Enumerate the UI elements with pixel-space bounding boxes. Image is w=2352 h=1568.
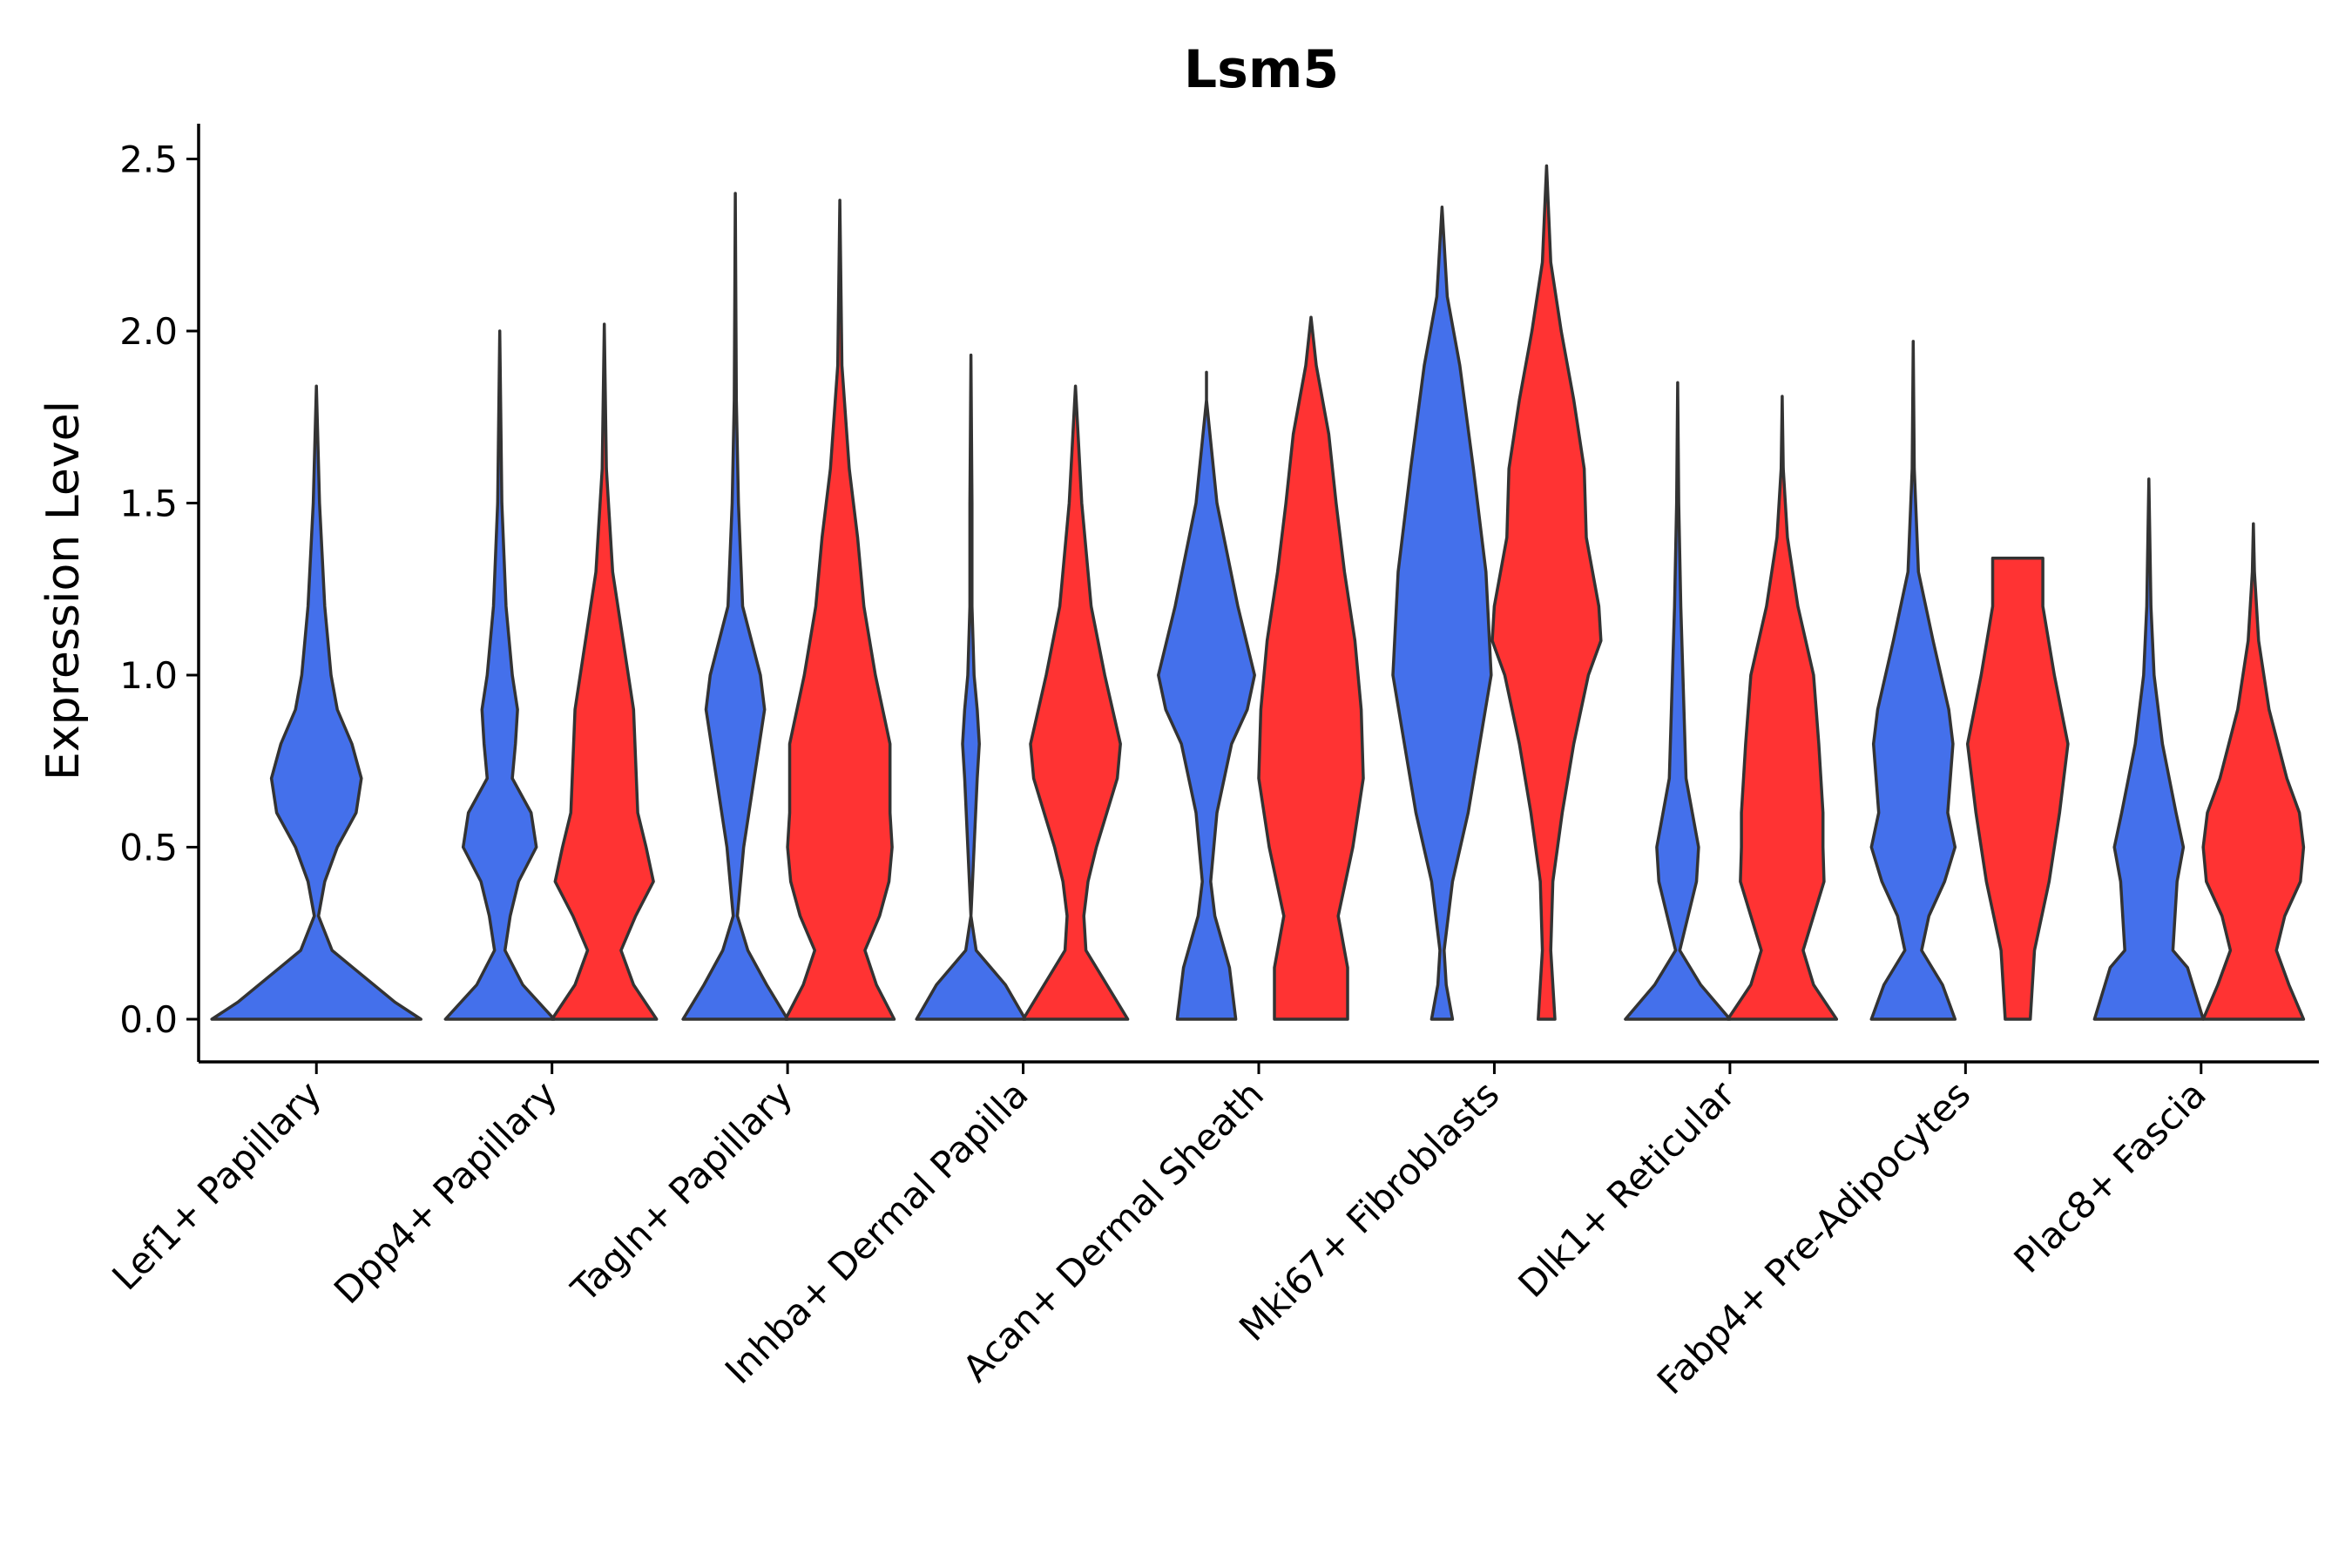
y-tick-label: 1.5 bbox=[119, 483, 178, 525]
violin-blue-dpp4-papillary bbox=[443, 329, 556, 1021]
violin-blue-dlk1-reticular bbox=[1624, 381, 1732, 1021]
violin-blue-mki67-fibroblasts bbox=[1391, 206, 1493, 1021]
violin-blue-plac8-fascia bbox=[2092, 477, 2205, 1021]
y-axis-label: Expression Level bbox=[37, 401, 90, 781]
y-tick-label: 0.5 bbox=[119, 827, 178, 869]
x-tick-label-dpp4-papillary: Dpp4+ Papillary bbox=[326, 1072, 565, 1312]
violin-blue-acan-dermal-sheath bbox=[1157, 370, 1256, 1021]
x-tick-label-lef1-papillary: Lef1+ Papillary bbox=[104, 1072, 329, 1298]
violin-red-fabp4-pre-adipocytes bbox=[1965, 556, 2070, 1021]
x-tick-label-mki67-fibroblasts: Mki67+ Fibroblasts bbox=[1231, 1072, 1507, 1348]
violin-red-dlk1-reticular bbox=[1726, 395, 1839, 1021]
violin-blue-tagln-papillary bbox=[681, 192, 789, 1021]
y-tick-label: 1.0 bbox=[119, 654, 178, 697]
violin-layer bbox=[210, 164, 2306, 1021]
violin-red-plac8-fascia bbox=[2201, 522, 2306, 1021]
violin-red-inhba-dermal-papilla bbox=[1021, 384, 1130, 1021]
x-tick-label-plac8-fascia: Plac8+ Fascia bbox=[2005, 1072, 2213, 1281]
violin-blue-fabp4-pre-adipocytes bbox=[1869, 340, 1957, 1021]
violin-blue-inhba-dermal-papilla bbox=[915, 353, 1027, 1021]
x-tick-label-dlk1-reticular: Dlk1+ Reticular bbox=[1510, 1072, 1743, 1306]
violin-red-tagln-papillary bbox=[783, 199, 896, 1021]
y-tick-label: 0.0 bbox=[119, 998, 178, 1041]
x-tick-label-tagln-papillary: Tagln+ Papillary bbox=[563, 1072, 801, 1310]
y-axis-ticks: 0.0 0.5 1.0 1.5 2.0 2.5 bbox=[119, 139, 199, 1041]
y-tick-label: 2.5 bbox=[119, 139, 178, 181]
violin-red-dpp4-papillary bbox=[550, 322, 659, 1021]
violin-red-mki67-fibroblasts bbox=[1490, 164, 1603, 1021]
violin-blue-lef1-papillary bbox=[210, 384, 422, 1021]
chart-title: Lsm5 bbox=[1184, 39, 1339, 100]
y-tick-label: 2.0 bbox=[119, 310, 178, 353]
violin-red-acan-dermal-sheath bbox=[1257, 315, 1365, 1021]
